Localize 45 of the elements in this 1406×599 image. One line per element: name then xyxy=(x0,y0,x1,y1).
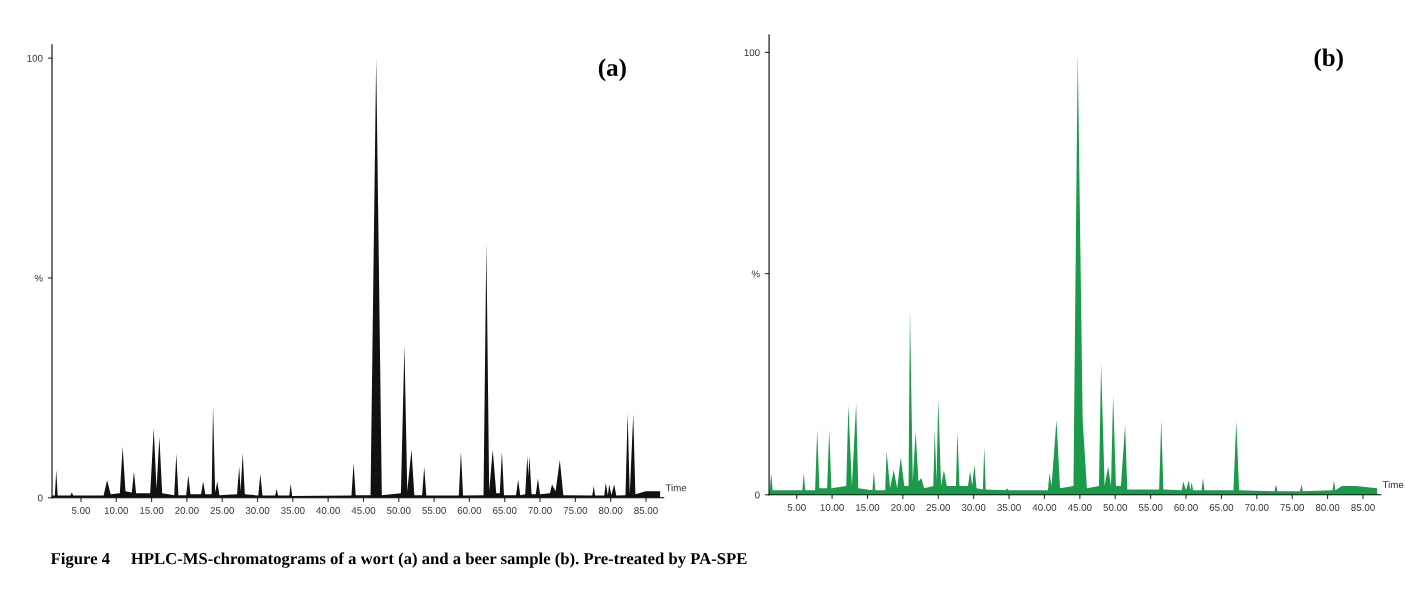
x-tick-label: 70.00 xyxy=(528,507,552,514)
chart-title: (a) xyxy=(598,58,626,82)
x-tick-label: 5.00 xyxy=(787,504,806,511)
x-tick-label: 25.00 xyxy=(926,504,951,511)
x-tick-label: 80.00 xyxy=(1315,504,1340,511)
x-tick-label: 80.00 xyxy=(598,507,623,514)
x-tick-label: 55.00 xyxy=(422,507,446,514)
x-tick-label: 50.00 xyxy=(387,507,411,514)
x-tick-label: 40.00 xyxy=(316,507,340,514)
x-tick-label: 10.00 xyxy=(820,504,844,511)
x-tick-label: 55.00 xyxy=(1138,504,1163,511)
x-tick-label: 75.00 xyxy=(1280,504,1304,511)
x-tick-label: 15.00 xyxy=(856,504,880,511)
text: (b) xyxy=(1314,48,1343,72)
x-tick-label: 65.00 xyxy=(1209,504,1234,511)
x-axis-title: Time xyxy=(1382,480,1404,489)
x-tick-label: 20.00 xyxy=(891,504,915,511)
x-tick-label: 65.00 xyxy=(493,507,517,514)
y-tick-label: 100 xyxy=(27,54,43,62)
x-tick-label: 85.00 xyxy=(1351,504,1375,511)
y-tick-label: 0 xyxy=(37,494,43,502)
x-tick-label: 10.00 xyxy=(104,507,129,514)
x-tick-label: 30.00 xyxy=(245,507,270,514)
x-tick-label: 35.00 xyxy=(997,504,1021,511)
x-tick-label: 70.00 xyxy=(1245,504,1269,511)
y-tick-label: % xyxy=(751,270,760,278)
x-axis-title: Time xyxy=(665,484,687,492)
x-tick-label: 20.00 xyxy=(175,507,199,514)
x-tick-label: 45.00 xyxy=(351,507,376,514)
y-tick-label: 0 xyxy=(755,491,760,499)
x-tick-label: 15.00 xyxy=(140,507,164,514)
x-tick-label: 85.00 xyxy=(634,507,658,514)
x-tick-label: 5.00 xyxy=(71,507,91,514)
x-tick-label: 75.00 xyxy=(563,507,588,514)
caption: Figure 4 HPLC-MS-chromatograms of a wort (a) and a beer sample (b). Pre-treated by PA-SPE xyxy=(50,552,747,568)
y-tick-label: 100 xyxy=(744,49,760,57)
x-tick-label: 30.00 xyxy=(961,504,986,511)
y-tick-label: % xyxy=(34,274,43,282)
x-tick-label: 60.00 xyxy=(1174,504,1198,511)
x-tick-label: 25.00 xyxy=(210,507,235,514)
x-tick-label: 60.00 xyxy=(457,507,482,514)
x-tick-label: 50.00 xyxy=(1103,504,1128,511)
x-tick-label: 40.00 xyxy=(1032,504,1057,511)
x-tick-label: 45.00 xyxy=(1067,504,1092,511)
x-tick-label: 35.00 xyxy=(281,507,305,514)
